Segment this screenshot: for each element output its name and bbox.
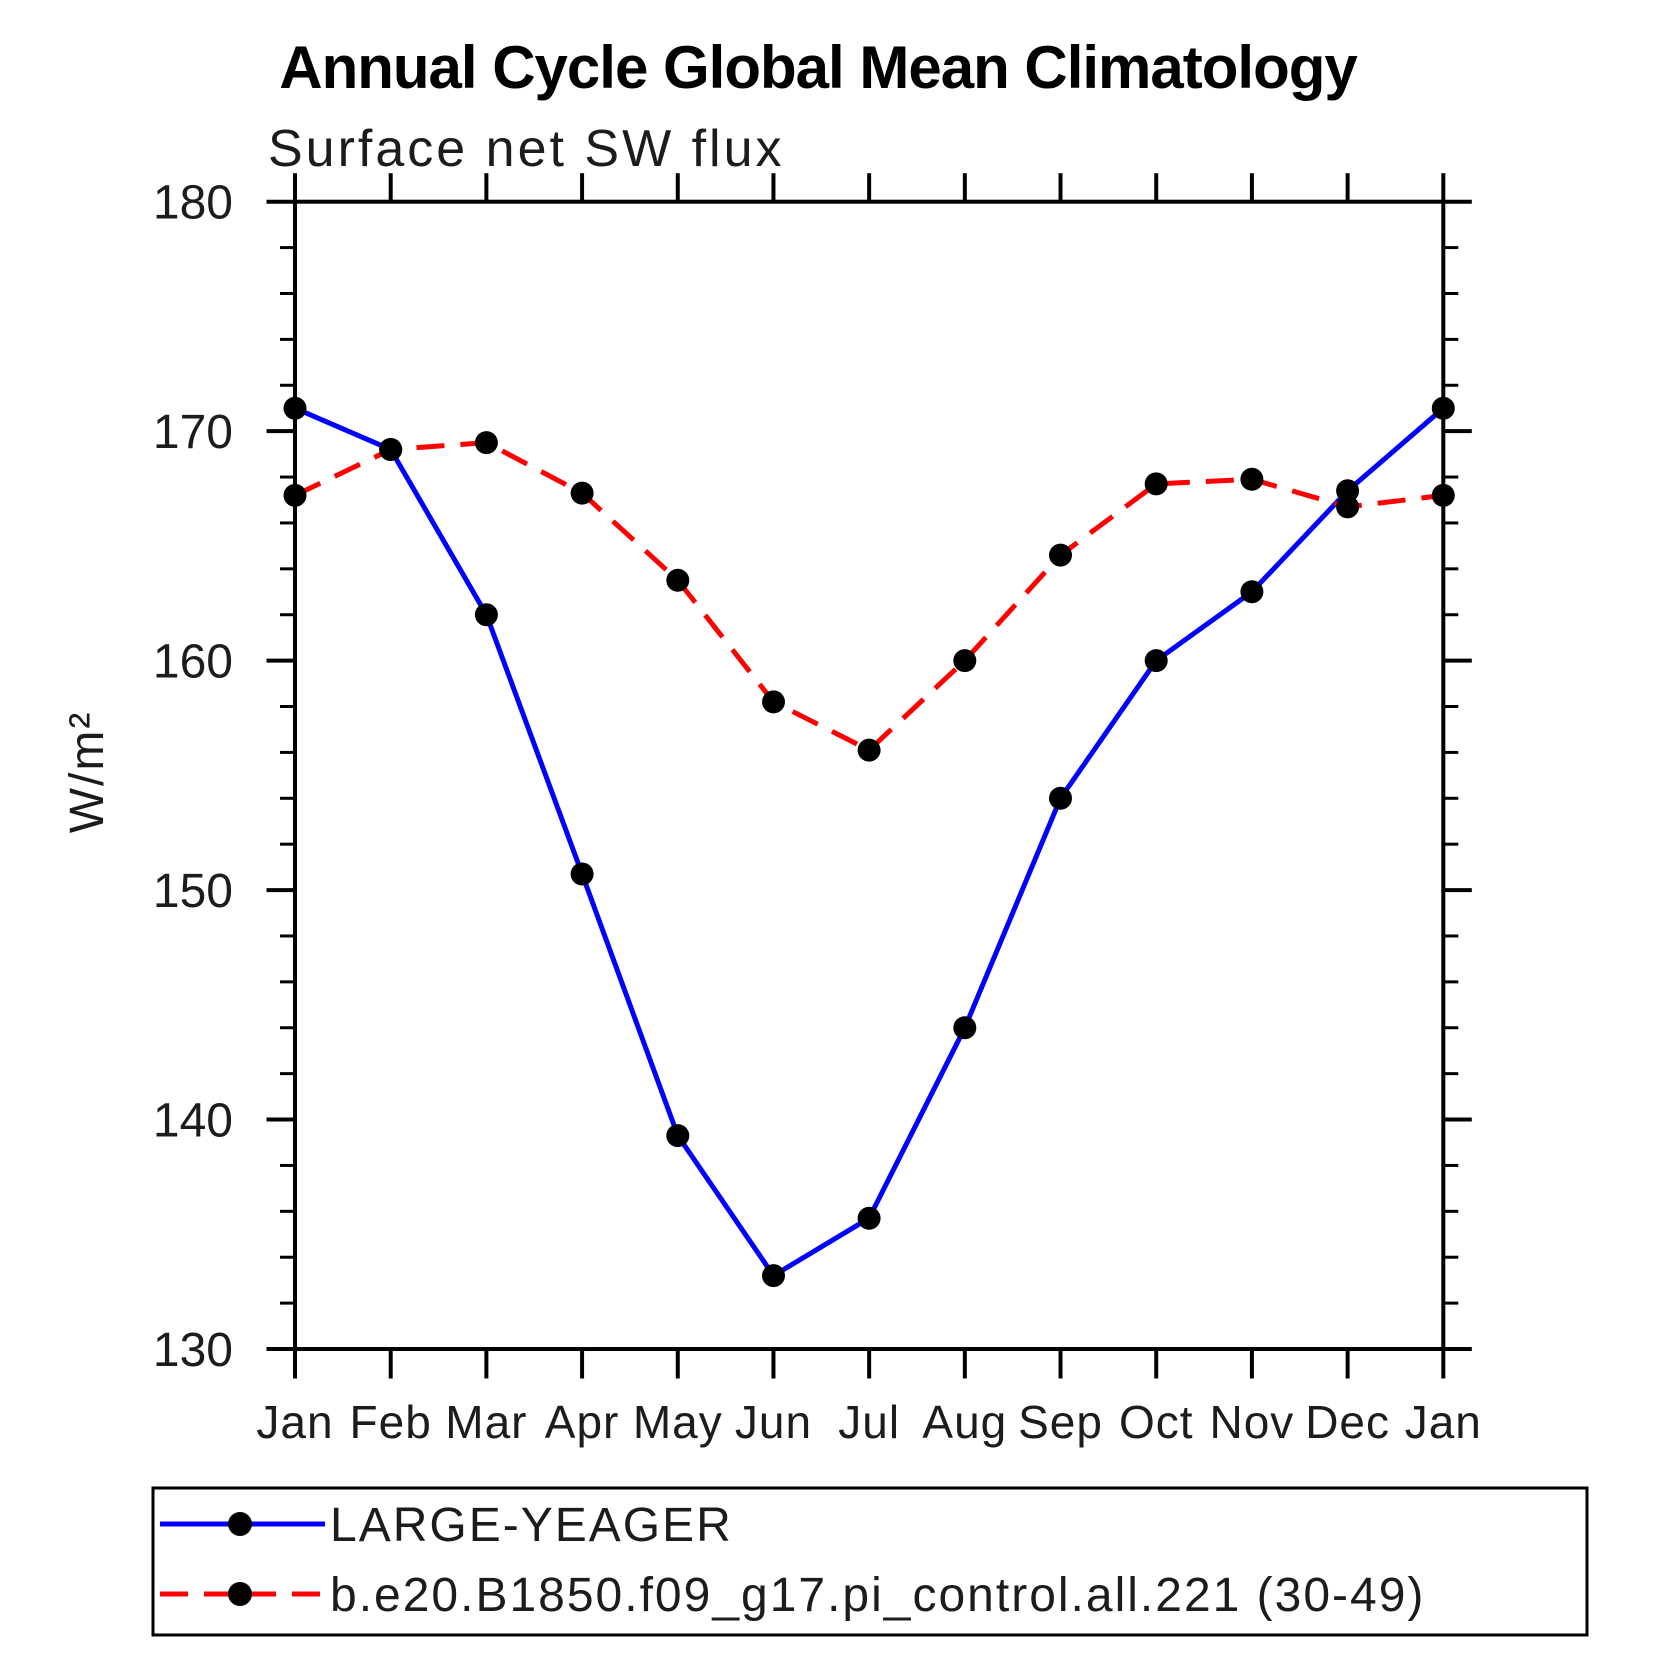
legend-label-large-yeager: LARGE-YEAGER	[330, 1499, 733, 1552]
y-tick-label: 140	[153, 1095, 233, 1148]
x-tick-label: Aug	[922, 1396, 1007, 1448]
series-line-b-e20-b1850-f09-g17-pi-control	[293, 440, 1444, 754]
data-point-large-yeager-mar-2	[474, 603, 498, 627]
legend-item-model-run: b.e20.B1850.f09_g17.pi_control.all.221 (…	[160, 1569, 1425, 1622]
data-point-b-e20-b1850-f09-g17-pi-control-nov-10	[1240, 467, 1264, 491]
data-point-large-yeager-aug-7	[953, 1016, 977, 1040]
x-tick-label: Jan	[1405, 1396, 1482, 1448]
data-point-large-yeager-oct-9	[1144, 649, 1168, 673]
x-tick-label: Oct	[1119, 1396, 1194, 1448]
data-point-b-e20-b1850-f09-g17-pi-control-mar-2	[474, 431, 498, 455]
legend-marker-dot	[228, 1512, 252, 1536]
x-tick-label: Sep	[1018, 1396, 1103, 1448]
data-series	[283, 396, 1455, 1288]
legend-marker-dot	[228, 1582, 252, 1606]
data-point-large-yeager-apr-3	[570, 862, 594, 886]
data-point-large-yeager-nov-10	[1240, 580, 1264, 604]
chart-title: Annual Cycle Global Mean Climatology	[279, 34, 1358, 101]
data-point-b-e20-b1850-f09-g17-pi-control-jul-6	[857, 738, 881, 762]
x-tick-label: Feb	[350, 1396, 432, 1448]
x-tick-label: Apr	[545, 1396, 620, 1448]
y-tick-label: 170	[153, 406, 233, 459]
data-point-large-yeager-sep-8	[1049, 786, 1072, 810]
data-point-b-e20-b1850-f09-g17-pi-control-jun-5	[762, 690, 785, 714]
y-tick-label: 180	[153, 177, 233, 230]
data-point-b-e20-b1850-f09-g17-pi-control-apr-3	[570, 481, 594, 505]
legend: LARGE-YEAGER b.e20.B1850.f09_g17.pi_cont…	[151, 1486, 1589, 1637]
data-point-b-e20-b1850-f09-g17-pi-control-jan-0	[283, 483, 307, 507]
data-point-b-e20-b1850-f09-g17-pi-control-aug-7	[953, 649, 977, 673]
legend-box	[151, 1486, 1589, 1637]
x-tick-label: Dec	[1305, 1396, 1390, 1448]
y-tick-label: 160	[153, 636, 233, 689]
data-point-b-e20-b1850-f09-g17-pi-control-dec-11	[1336, 495, 1360, 519]
series-line-large-yeager	[294, 405, 1445, 1279]
legend-item-large-yeager: LARGE-YEAGER	[160, 1499, 733, 1552]
data-point-b-e20-b1850-f09-g17-pi-control-jan-12	[1431, 483, 1455, 507]
y-tick-label: 150	[153, 865, 233, 918]
x-tick-label: Jan	[256, 1396, 333, 1448]
data-point-large-yeager-jun-5	[762, 1264, 785, 1288]
data-point-b-e20-b1850-f09-g17-pi-control-sep-8	[1049, 543, 1072, 567]
x-tick-label: Jun	[735, 1396, 812, 1448]
legend-label-model-run: b.e20.B1850.f09_g17.pi_control.all.221 (…	[330, 1569, 1425, 1622]
data-point-b-e20-b1850-f09-g17-pi-control-feb-1	[379, 438, 403, 461]
data-point-large-yeager-may-4	[666, 1124, 690, 1148]
y-axis-label: W/m²	[61, 711, 114, 834]
data-point-large-yeager-dec-11	[1336, 479, 1360, 503]
data-point-large-yeager-jan-0	[283, 396, 307, 420]
data-point-large-yeager-jul-6	[857, 1206, 881, 1230]
data-point-b-e20-b1850-f09-g17-pi-control-may-4	[666, 568, 690, 592]
data-point-large-yeager-jan-12	[1431, 396, 1455, 420]
y-tick-label: 130	[153, 1324, 233, 1377]
x-tick-label: Nov	[1210, 1396, 1295, 1448]
chart-subtitle: Surface net SW flux	[268, 120, 785, 178]
x-tick-label: Mar	[445, 1396, 527, 1448]
x-tick-label: Jul	[838, 1396, 900, 1448]
axes: Jan Feb Mar Apr May Jun Jul Aug Sep Oct Nov Dec Jan 1…	[153, 173, 1482, 1448]
plot-frame	[293, 199, 1446, 1352]
x-tick-label: May	[633, 1396, 723, 1448]
data-point-b-e20-b1850-f09-g17-pi-control-oct-9	[1144, 472, 1168, 496]
